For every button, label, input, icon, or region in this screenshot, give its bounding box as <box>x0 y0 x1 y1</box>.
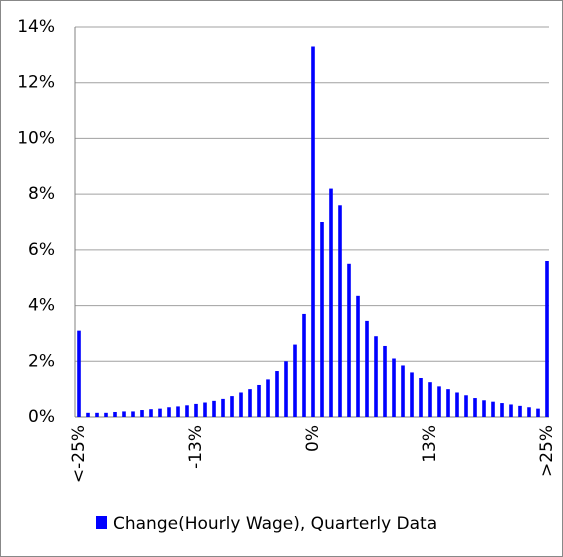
bar <box>95 412 99 417</box>
bar <box>230 396 234 417</box>
bar <box>311 46 315 417</box>
bar <box>257 384 261 417</box>
bar <box>419 378 423 417</box>
bar <box>401 365 405 417</box>
bar <box>338 205 342 417</box>
bar <box>329 188 333 417</box>
bar <box>491 401 495 417</box>
bar <box>185 405 189 417</box>
bar <box>203 402 207 417</box>
y-tick-label: 0% <box>28 407 55 427</box>
y-tick-label: 2% <box>28 351 55 371</box>
bar <box>356 295 360 417</box>
bar <box>536 408 540 417</box>
bar <box>374 336 378 417</box>
bar <box>113 411 117 417</box>
bar <box>158 408 162 417</box>
bar <box>221 398 225 417</box>
bar <box>365 320 369 417</box>
bar <box>320 222 324 417</box>
bar <box>527 407 531 417</box>
legend-swatch <box>96 516 107 529</box>
bar <box>77 330 81 417</box>
x-tick-label: 13% <box>420 425 440 463</box>
bar <box>284 361 288 417</box>
bar <box>437 386 441 417</box>
bar <box>410 372 414 417</box>
y-tick-label: 10% <box>17 128 55 148</box>
bar <box>131 411 135 417</box>
bar <box>383 345 387 417</box>
bar <box>293 344 297 417</box>
bar <box>347 263 351 417</box>
x-tick-label: -13% <box>186 425 206 469</box>
x-tick-label: 0% <box>303 425 323 452</box>
bar <box>86 412 90 417</box>
x-tick-label: <-25% <box>69 425 89 483</box>
bar <box>194 403 198 417</box>
y-tick-label: 6% <box>28 240 55 260</box>
bar <box>212 400 216 417</box>
bar <box>149 409 153 417</box>
y-tick-label: 12% <box>17 73 55 93</box>
bar <box>464 395 468 417</box>
bar <box>509 404 513 417</box>
bar <box>392 358 396 417</box>
bar <box>428 382 432 417</box>
bar <box>122 411 126 417</box>
legend-label: Change(Hourly Wage), Quarterly Data <box>113 514 437 534</box>
y-tick-label: 14% <box>17 17 55 37</box>
bar <box>455 392 459 417</box>
bar <box>275 371 279 417</box>
y-tick-label: 4% <box>28 296 55 316</box>
bar <box>266 379 270 417</box>
bar <box>446 389 450 417</box>
bar <box>545 261 549 417</box>
bar <box>248 389 252 417</box>
bar <box>167 407 171 417</box>
bar <box>482 400 486 417</box>
bar <box>140 410 144 417</box>
bar <box>302 313 306 417</box>
bar <box>518 405 522 417</box>
bar <box>176 406 180 417</box>
bar <box>500 403 504 417</box>
bar <box>104 412 108 417</box>
y-tick-label: 8% <box>28 184 55 204</box>
bar <box>239 392 243 417</box>
bar <box>473 398 477 417</box>
x-tick-label: >25% <box>537 425 557 477</box>
